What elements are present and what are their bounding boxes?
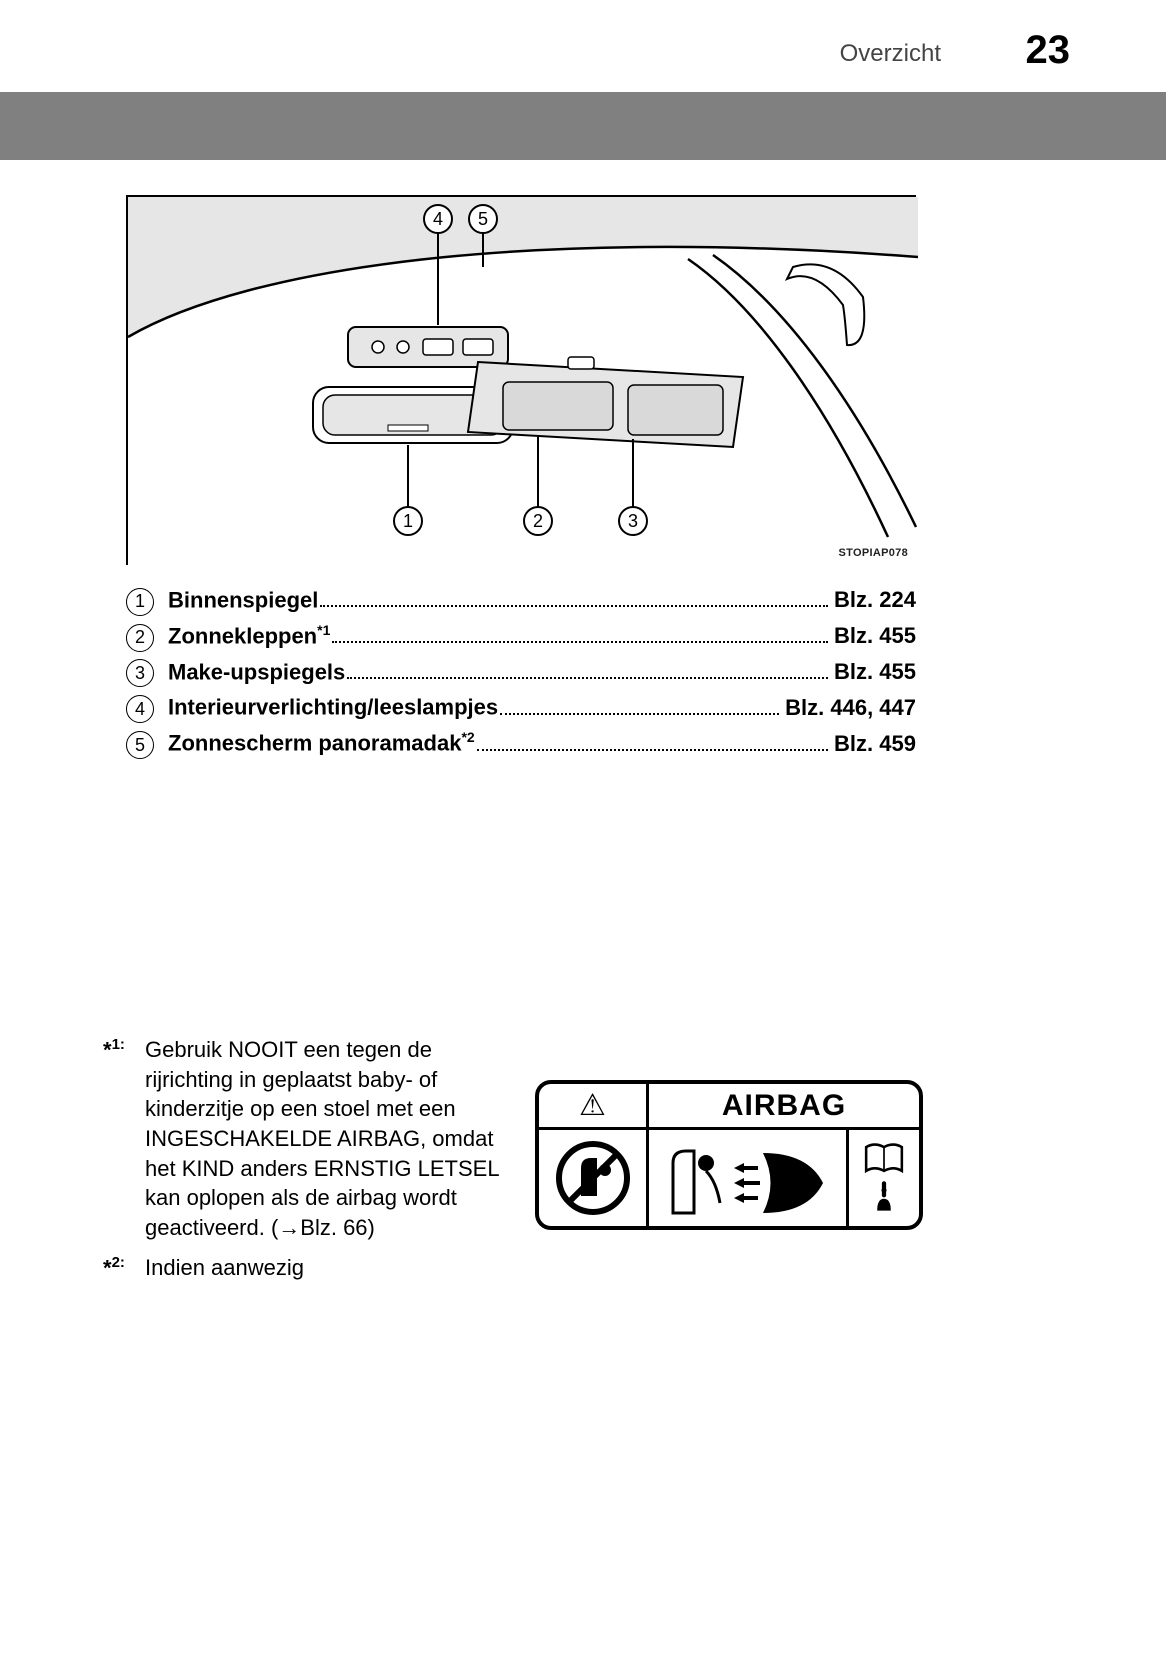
warning-triangle-icon: ⚠ bbox=[539, 1084, 649, 1127]
callout-1: 1 bbox=[403, 511, 413, 531]
footnote-mark: *1: bbox=[103, 1035, 145, 1243]
toc-page: Blz. 455 bbox=[834, 623, 916, 649]
airbag-title: AIRBAG bbox=[649, 1089, 919, 1123]
airbag-deploy-icon bbox=[649, 1130, 849, 1226]
footnote-row: *2: Indien aanwezig bbox=[103, 1253, 503, 1283]
page-number: 23 bbox=[1026, 28, 1071, 73]
airbag-header: ⚠ AIRBAG bbox=[539, 1084, 919, 1130]
toc-page: Blz. 446, 447 bbox=[785, 695, 916, 721]
footnote-mark: *2: bbox=[103, 1253, 145, 1283]
toc-dots bbox=[320, 594, 828, 607]
toc-num: 2 bbox=[126, 624, 154, 652]
toc-dots bbox=[347, 666, 828, 679]
toc-page: Blz. 455 bbox=[834, 659, 916, 685]
callout-3: 3 bbox=[628, 511, 638, 531]
toc-dots bbox=[332, 630, 828, 643]
no-rear-facing-seat-icon bbox=[539, 1130, 649, 1226]
airbag-body bbox=[539, 1130, 919, 1226]
toc-row: 5 Zonnescherm panoramadak*2 Blz. 459 bbox=[126, 729, 916, 759]
toc-num: 1 bbox=[126, 588, 154, 616]
toc-num: 3 bbox=[126, 659, 154, 687]
toc-page: Blz. 224 bbox=[834, 587, 916, 613]
toc-row: 4 Interieurverlichting/leeslampjes Blz. … bbox=[126, 693, 916, 723]
footnote-text: Indien aanwezig bbox=[145, 1253, 503, 1283]
toc-label: Zonnekleppen*1 bbox=[168, 622, 330, 649]
header-band bbox=[0, 92, 1166, 160]
toc-dots bbox=[500, 702, 779, 715]
figure-box: 1 2 3 4 5 STOPIAP078 bbox=[126, 195, 916, 565]
callout-5: 5 bbox=[478, 209, 488, 229]
toc-num: 5 bbox=[126, 731, 154, 759]
toc-label: Zonnescherm panoramadak*2 bbox=[168, 729, 475, 756]
toc-label: Interieurverlichting/leeslampjes bbox=[168, 693, 498, 720]
toc-label: Make-upspiegels bbox=[168, 658, 345, 685]
toc-label: Binnenspiegel bbox=[168, 586, 318, 613]
figure-code: STOPIAP078 bbox=[839, 547, 908, 559]
toc-row: 1 Binnenspiegel Blz. 224 bbox=[126, 586, 916, 616]
toc-num: 4 bbox=[126, 695, 154, 723]
toc-page: Blz. 459 bbox=[834, 731, 916, 757]
footnote-text: Gebruik NOOIT een tegen de rijrichting i… bbox=[145, 1035, 503, 1243]
interior-illustration: 1 2 3 4 5 bbox=[128, 197, 918, 567]
read-manual-icon bbox=[849, 1130, 919, 1226]
toc-row: 2 Zonnekleppen*1 Blz. 455 bbox=[126, 622, 916, 652]
toc-dots bbox=[477, 737, 828, 750]
footnote-row: *1: Gebruik NOOIT een tegen de rijrichti… bbox=[103, 1035, 503, 1243]
footnotes: *1: Gebruik NOOIT een tegen de rijrichti… bbox=[103, 1035, 503, 1293]
chapter-label: Overzicht bbox=[840, 40, 941, 68]
airbag-warning-panel: ⚠ AIRBAG bbox=[535, 1080, 923, 1230]
toc-list: 1 Binnenspiegel Blz. 224 2 Zonnekleppen*… bbox=[126, 580, 916, 765]
toc-row: 3 Make-upspiegels Blz. 455 bbox=[126, 658, 916, 688]
callout-4: 4 bbox=[433, 209, 443, 229]
callout-2: 2 bbox=[533, 511, 543, 531]
